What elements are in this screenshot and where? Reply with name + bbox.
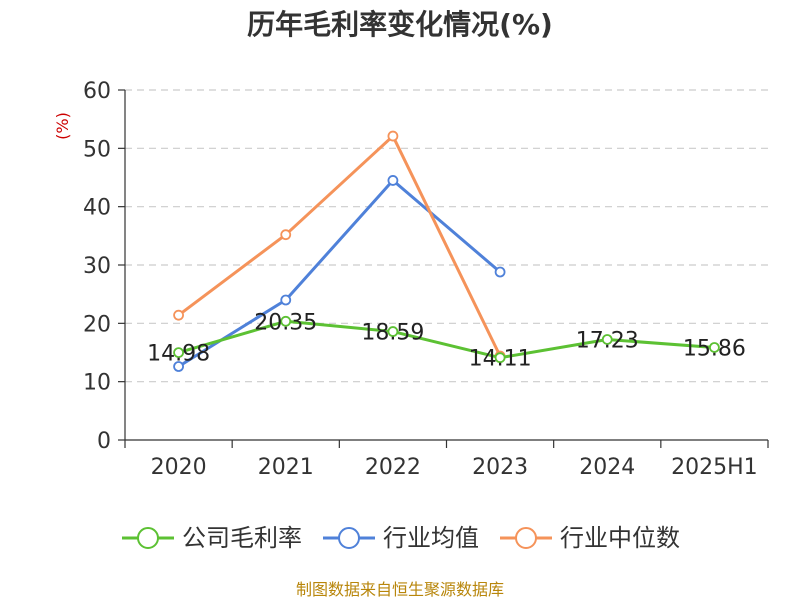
series-0-point-2024 xyxy=(601,334,613,345)
series-1-point-2022 xyxy=(387,175,399,186)
series-0-point-2022 xyxy=(387,326,399,337)
x-tick-label-2023: 2023 xyxy=(472,455,528,480)
series-0-point-2021 xyxy=(280,315,292,327)
legend: 公司毛利率 行业均值 行业中位数 xyxy=(122,524,680,552)
x-tick-label-2025H1: 2025H1 xyxy=(671,455,758,480)
y-axis-unit-label: (%) xyxy=(53,112,72,140)
grid-lines xyxy=(125,89,768,383)
x-tick-label-2021: 2021 xyxy=(258,455,314,480)
series-2-point-2021 xyxy=(280,229,292,241)
y-tick-label-20: 20 xyxy=(83,312,111,337)
series-2-point-2020 xyxy=(173,309,184,321)
data-label-2024: 17.23 xyxy=(576,328,639,353)
legend-swatch-marker-2 xyxy=(515,527,537,549)
x-tick-label-2024: 2024 xyxy=(579,455,635,480)
legend-item-1: 行业均值 xyxy=(323,524,479,552)
data-labels: 14.98 20.35 18.59 14.11 17.23 15.86 xyxy=(147,310,746,371)
y-tick-label-60: 60 xyxy=(83,79,111,104)
y-tick-label-30: 30 xyxy=(83,254,111,279)
legend-label-1: 行业均值 xyxy=(383,524,479,552)
legend-swatch-marker-0 xyxy=(137,527,159,549)
data-label-2021: 20.35 xyxy=(254,310,317,335)
series-group xyxy=(173,130,720,372)
series-0-point-2023 xyxy=(494,352,506,364)
series-1-point-2021 xyxy=(280,294,292,306)
data-label-2023: 14.11 xyxy=(469,347,532,372)
y-tick-label-50: 50 xyxy=(83,137,111,162)
source-note: 制图数据来自恒生聚源数据库 xyxy=(296,580,504,599)
x-tick-label-2022: 2022 xyxy=(365,455,421,480)
legend-swatch-marker-1 xyxy=(338,527,360,549)
legend-item-0: 公司毛利率 xyxy=(122,524,302,552)
legend-label-0: 公司毛利率 xyxy=(182,524,302,552)
series-1-point-2023 xyxy=(494,266,506,278)
y-tick-label-0: 0 xyxy=(97,429,111,454)
y-axis-ticks: 0 10 20 30 40 50 60 xyxy=(83,79,125,454)
y-tick-label-10: 10 xyxy=(83,371,111,396)
chart-title: 历年毛利率变化情况(%) xyxy=(247,8,553,41)
x-axis-ticks: 2020 2021 2022 2023 2024 2025H1 xyxy=(124,440,769,480)
data-label-2025H1: 15.86 xyxy=(683,336,746,361)
series-2-line-0 xyxy=(177,134,502,357)
series-2-point-2022 xyxy=(387,130,399,142)
legend-item-2: 行业中位数 xyxy=(500,524,680,552)
series-0-point-2020 xyxy=(173,347,184,359)
data-label-2020: 14.98 xyxy=(147,342,210,367)
series-0-point-2025H1 xyxy=(709,342,720,353)
legend-label-2: 行业中位数 xyxy=(560,524,680,552)
y-tick-label-40: 40 xyxy=(83,196,111,221)
x-tick-label-2020: 2020 xyxy=(151,455,207,480)
series-0 xyxy=(173,315,720,364)
data-label-2022: 18.59 xyxy=(361,321,424,346)
series-1 xyxy=(173,175,506,372)
series-1-point-2020 xyxy=(173,361,184,372)
series-0-line-0 xyxy=(178,319,715,360)
series-1-line-0 xyxy=(177,178,502,368)
